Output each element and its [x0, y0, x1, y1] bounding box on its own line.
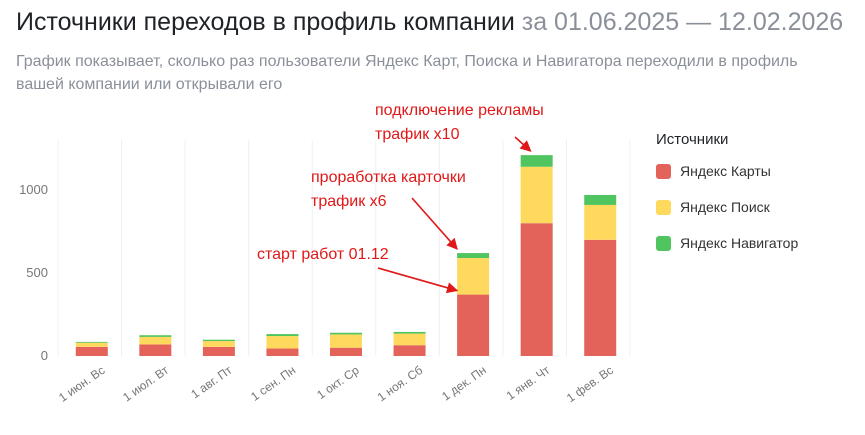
annotation-arrow: [514, 136, 532, 152]
legend-title: Источники: [656, 131, 729, 148]
bar-segment: [520, 155, 553, 167]
annotation-text: старт работ 01.12: [257, 246, 389, 263]
annotation-text: проработка карточки: [311, 169, 466, 186]
x-tick-label: 1 сен. Пн: [248, 363, 298, 404]
y-tick-label: 500: [26, 265, 48, 280]
bar-segment: [202, 346, 235, 356]
legend-swatch-yandex-navigator: [656, 235, 671, 251]
x-tick-label: 1 фев. Вс: [564, 363, 616, 405]
annotation-arrow: [377, 267, 459, 294]
bar-segment: [139, 336, 172, 345]
x-tick-label: 1 ноя. Сб: [375, 363, 426, 404]
title-main: Источники переходов в профиль компании: [16, 8, 515, 36]
bar-segment: [330, 332, 362, 335]
legend-item-yandex-search[interactable]: Яндекс Поиск: [656, 198, 798, 216]
bar-segment: [584, 239, 617, 356]
annotation-text: трафик х10: [375, 126, 460, 143]
bar-segment: [457, 294, 490, 356]
legend-label-yandex-navigator: Яндекс Навигатор: [680, 235, 799, 251]
bar-segment: [202, 341, 235, 347]
page-title: Источники переходов в профиль компании з…: [16, 8, 843, 37]
bar-segment: [393, 331, 426, 334]
legend-swatch-yandex-maps: [656, 163, 671, 179]
bar-segment: [457, 253, 490, 259]
legend-item-yandex-maps[interactable]: Яндекс Карты: [656, 162, 798, 180]
annotation-arrow: [411, 197, 458, 250]
x-tick-label: 1 июл. Вт: [120, 363, 171, 405]
title-period: за 01.06.2025 — 12.02.2026: [521, 8, 844, 36]
bar-segment: [139, 335, 172, 337]
bar-segment: [584, 194, 617, 205]
bar-segment: [75, 346, 108, 356]
bar-segment: [330, 347, 362, 356]
x-tick-label: 1 июн. Вс: [56, 363, 107, 405]
y-tick-label: 1000: [19, 182, 48, 197]
bar-segment: [202, 339, 235, 342]
bar-segment: [266, 334, 299, 337]
bar-segment: [393, 345, 426, 356]
x-tick-label: 1 авг. Пт: [188, 363, 235, 402]
y-tick-label: 0: [41, 348, 48, 363]
bar-segment: [457, 258, 490, 295]
bar-segment: [75, 342, 108, 347]
bar-segment: [330, 334, 362, 348]
chart-description: График показывает, сколько раз пользоват…: [16, 53, 798, 93]
bar-segment: [584, 204, 617, 240]
x-tick-label: 1 окт. Ср: [314, 363, 362, 402]
legend-label-yandex-maps: Яндекс Карты: [680, 163, 771, 179]
x-tick-label: 1 дек. Пн: [439, 363, 489, 404]
bar-segment: [520, 166, 553, 224]
legend-item-yandex-navigator[interactable]: Яндекс Навигатор: [656, 234, 798, 252]
bar-segment: [139, 344, 172, 356]
annotation-text: подключение рекламы: [375, 102, 544, 119]
legend-label-yandex-search: Яндекс Поиск: [680, 199, 770, 215]
bar-segment: [266, 348, 299, 356]
legend: Источники Яндекс Карты Яндекс Поиск Янде…: [656, 131, 798, 270]
bar-segment: [393, 333, 426, 346]
x-tick-label: 1 янв. Чт: [504, 363, 553, 403]
annotation-text: трафик х6: [311, 193, 387, 210]
bar-segment: [75, 341, 108, 343]
legend-swatch-yandex-search: [656, 199, 671, 215]
bar-segment: [520, 223, 553, 356]
bar-segment: [266, 336, 299, 349]
